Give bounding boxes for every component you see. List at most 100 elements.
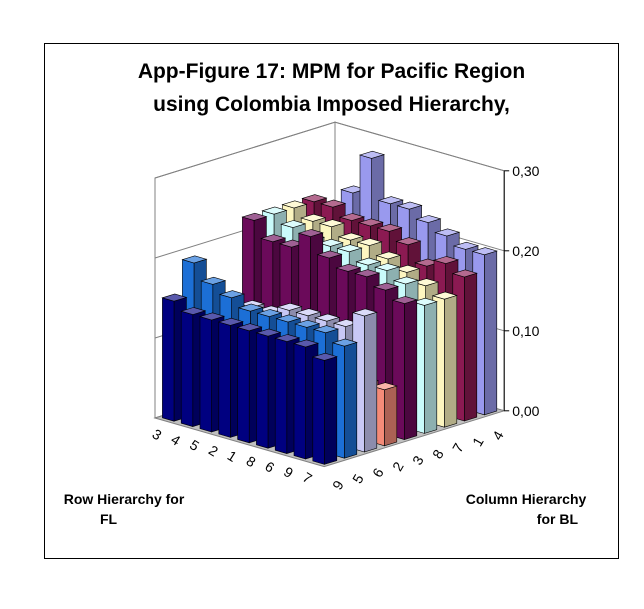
- bar: [162, 297, 175, 422]
- bar-side: [324, 356, 338, 465]
- bar-top: [301, 194, 328, 203]
- bar-top: [261, 206, 288, 215]
- column-axis-label: Column Hierarchy for BL: [446, 489, 606, 529]
- bar-top: [218, 290, 246, 299]
- bar-top: [312, 325, 340, 334]
- bar-side: [444, 294, 458, 428]
- chart-title-line-2: using Colombia Imposed Hierarchy,: [153, 93, 510, 116]
- bar-top: [236, 323, 263, 332]
- bar-top: [317, 238, 344, 247]
- bar-top: [451, 269, 478, 278]
- row-tick-label: 1: [225, 447, 240, 465]
- bar-top: [471, 247, 498, 256]
- bar-top: [395, 237, 422, 246]
- column-tick-label: 8: [429, 446, 447, 461]
- bar-side: [424, 301, 438, 434]
- row-tick-label: 4: [168, 431, 183, 449]
- bar-top: [217, 317, 244, 326]
- bar-top: [320, 199, 347, 208]
- bar-top: [431, 291, 458, 300]
- column-tick-label: 7: [449, 440, 467, 455]
- row-axis-label: Row Hierarchy for FL: [46, 489, 202, 529]
- column-tick-label: 3: [409, 453, 427, 468]
- bar: [274, 337, 288, 455]
- z-tick-label: 0,30: [512, 163, 539, 179]
- bar: [199, 316, 212, 433]
- bar-top: [355, 257, 382, 266]
- bar-side: [364, 311, 378, 453]
- column-tick-label: 1: [469, 434, 487, 449]
- column-tick-label: 2: [389, 459, 407, 474]
- bar-side: [344, 341, 358, 459]
- bar-top: [415, 215, 442, 223]
- bar-top: [295, 308, 322, 317]
- row-tick-label: 7: [300, 469, 315, 487]
- bar-top: [180, 307, 207, 315]
- bar-top: [351, 308, 378, 317]
- bar-top: [337, 232, 364, 241]
- bar: [237, 326, 250, 444]
- gridline: [154, 121, 505, 179]
- bar-side: [484, 250, 498, 416]
- bar-top: [375, 251, 402, 260]
- bar-top: [372, 282, 400, 291]
- bar-top: [335, 263, 362, 272]
- bar-top: [336, 244, 363, 253]
- bar-top: [280, 220, 307, 228]
- bar-top: [376, 223, 403, 232]
- bar-top: [331, 338, 358, 347]
- bar-top: [434, 228, 461, 237]
- row-tick-label: 6: [262, 458, 277, 476]
- bar-top: [181, 255, 208, 264]
- row-tick-label: 2: [206, 442, 221, 460]
- bar-top: [255, 328, 282, 337]
- bar: [293, 343, 306, 460]
- z-tick-label: 0,10: [512, 323, 539, 339]
- bar-top: [396, 201, 423, 210]
- bar-top: [314, 313, 341, 322]
- column-axis-label-line-2: for BL: [536, 511, 578, 527]
- bar-top: [354, 269, 381, 278]
- row-tick-label: 9: [281, 463, 296, 481]
- bar-side: [404, 299, 418, 441]
- bar-top: [316, 250, 343, 259]
- bar-top: [452, 241, 480, 250]
- bar-top: [356, 238, 383, 246]
- bar-top: [391, 296, 418, 304]
- bar-top: [377, 196, 404, 205]
- bar: [312, 356, 325, 465]
- bar-top: [237, 303, 264, 312]
- bar-side: [384, 385, 398, 447]
- bar-top: [294, 319, 321, 328]
- row-tick-label: 8: [244, 453, 259, 471]
- bar-top: [256, 309, 283, 317]
- bar-top: [300, 213, 327, 222]
- row-axis-label-line-2: FL: [100, 511, 118, 527]
- bar-top: [392, 276, 420, 285]
- bar-top: [338, 213, 366, 221]
- bar-top: [371, 382, 398, 391]
- chart-title-line-1: App-Figure 17: MPM for Pacific Region: [137, 60, 526, 83]
- bar-top: [297, 229, 324, 237]
- bar: [218, 321, 231, 438]
- bar-top: [276, 302, 303, 311]
- bar-top: [357, 218, 384, 227]
- row-tick-label: 3: [150, 426, 165, 444]
- column-tick-label: 6: [369, 465, 387, 480]
- bar-top: [311, 352, 338, 361]
- row-tick-label: 5: [187, 436, 202, 454]
- bar: [256, 332, 269, 449]
- bar-top: [358, 150, 386, 159]
- z-tick-label: 0,20: [512, 243, 539, 259]
- bar-top: [318, 219, 346, 228]
- bar-top: [260, 234, 287, 243]
- bar-top: [394, 264, 421, 273]
- bar-top: [198, 312, 226, 321]
- bar-top: [292, 339, 320, 348]
- bar-top: [411, 297, 438, 306]
- bar-top: [275, 314, 302, 323]
- bar-top: [281, 200, 308, 209]
- bar-top: [161, 293, 188, 302]
- bar-top: [374, 263, 401, 271]
